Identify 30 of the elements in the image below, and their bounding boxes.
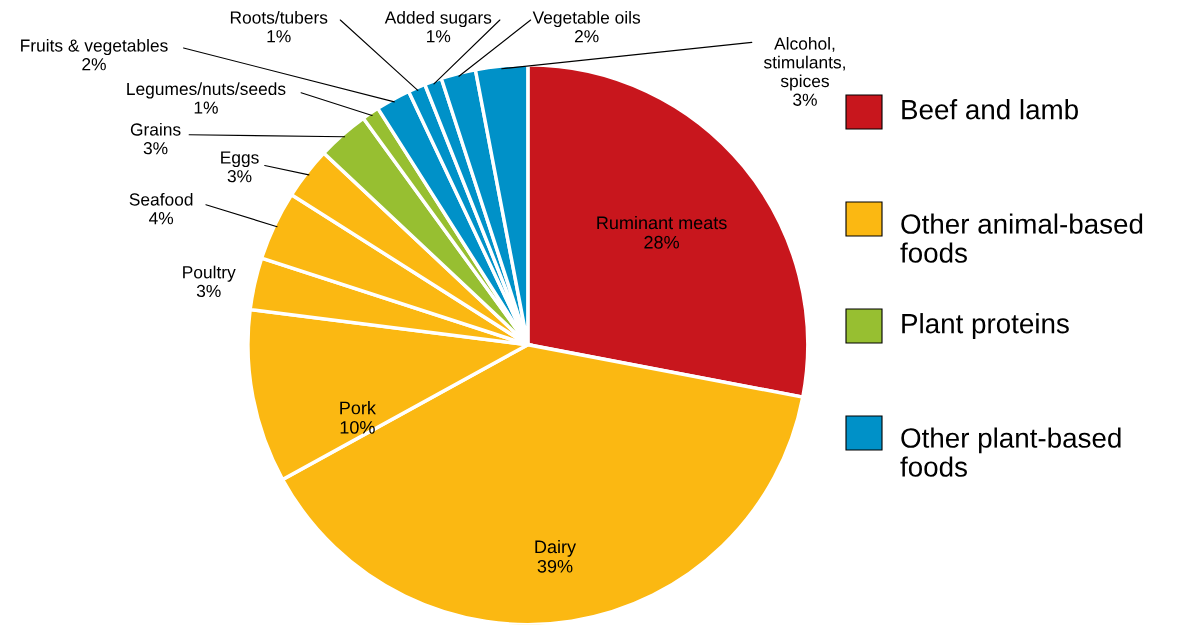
data-label: 2%: [574, 30, 599, 43]
text: Plant proteins: [902, 313, 1069, 339]
slice-label: Dairy: [535, 539, 577, 557]
data-label: 39%: [537, 559, 573, 573]
slice-label: Legumes/nuts/seeds: [127, 82, 286, 99]
slice-label: Alcohol, stimulants, spices: [763, 37, 845, 91]
text: Other plant-based foods: [900, 427, 1121, 477]
data-label: 3%: [227, 170, 252, 183]
data-label: 3%: [196, 284, 221, 298]
slice-label: Seafood: [129, 192, 193, 206]
data-label: 10%: [340, 420, 375, 434]
data-label: 28%: [644, 235, 679, 249]
slice-label: Grains: [130, 122, 181, 136]
slice-label: Added sugars: [384, 10, 492, 28]
slice-label: Ruminant meats: [597, 215, 727, 230]
data-label: 1%: [194, 101, 218, 114]
data-label: 1%: [427, 30, 451, 43]
data-label: 3%: [793, 93, 817, 106]
data-label: 1%: [267, 30, 291, 43]
slice-label: Eggs: [221, 151, 259, 168]
data-label: 3%: [143, 142, 168, 155]
data-label: 2%: [82, 58, 106, 71]
slice-label: Fruits & vegetables: [21, 38, 168, 56]
text: Beef and lamb: [902, 99, 1078, 120]
text: Other animal-based foods: [900, 213, 1143, 263]
slice-label: Roots/tubers: [230, 10, 328, 24]
slice-label: Pork: [340, 401, 376, 415]
slice-label: Poultry: [183, 265, 236, 282]
slice-label: Vegetable oils: [532, 10, 641, 28]
data-label: 4%: [149, 212, 174, 225]
